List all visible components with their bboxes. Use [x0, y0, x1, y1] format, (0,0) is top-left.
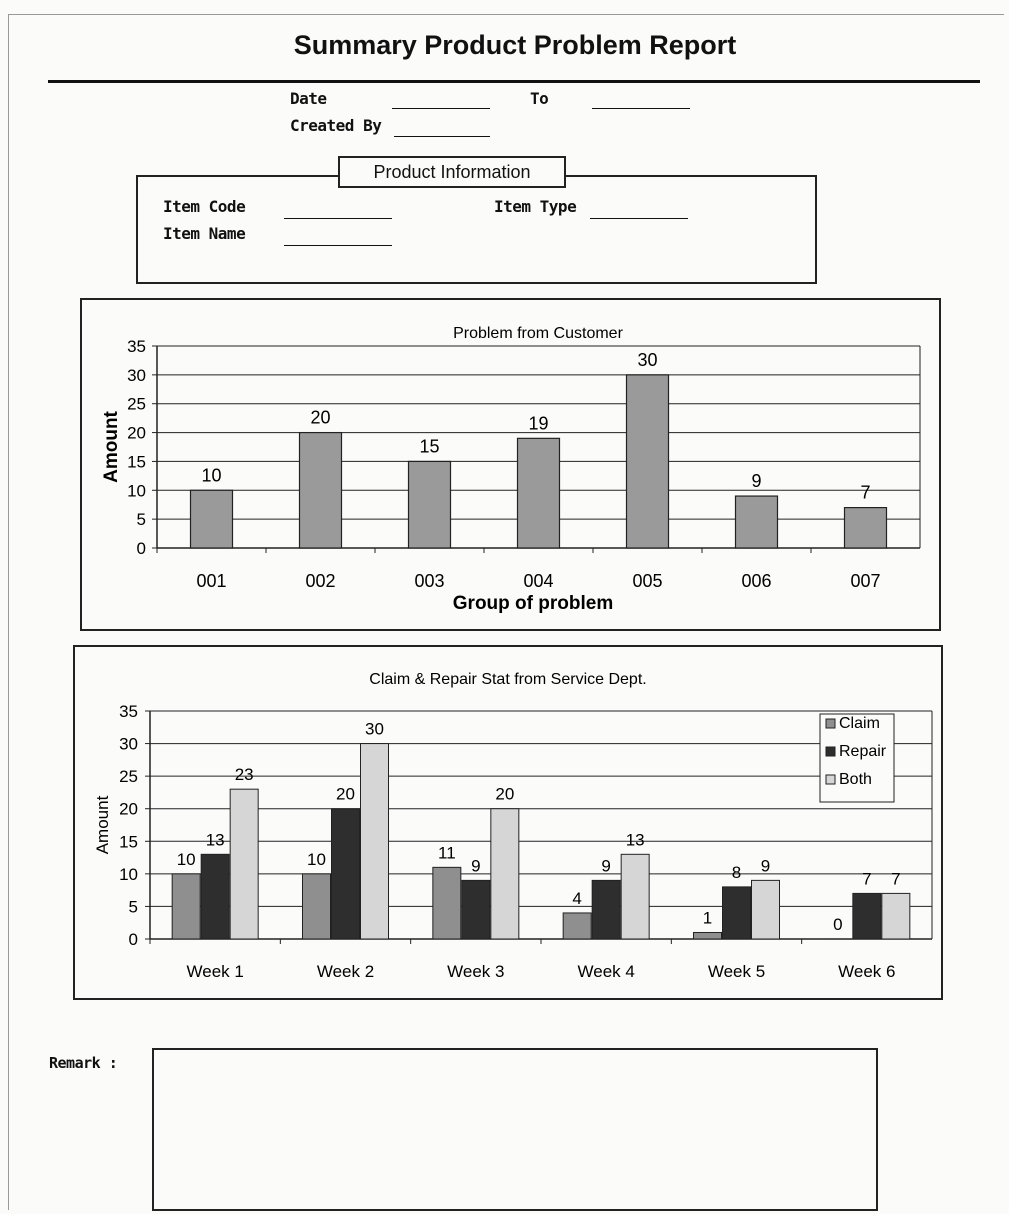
page-border-left — [8, 14, 9, 1210]
item-type-field[interactable] — [590, 218, 688, 219]
report-title: Summary Product Problem Report — [293, 30, 737, 60]
item-code-field[interactable] — [284, 218, 392, 219]
date-field[interactable] — [392, 108, 490, 109]
to-label: To — [530, 89, 549, 108]
title-divider — [48, 80, 980, 83]
remark-label: Remark : — [49, 1054, 118, 1072]
to-date-field[interactable] — [592, 108, 690, 109]
item-name-label: Item Name — [163, 224, 246, 243]
date-label: Date — [290, 89, 327, 108]
claim-repair-chart-panel — [73, 645, 943, 1000]
item-code-label: Item Code — [163, 197, 246, 216]
product-info-heading: Product Information — [338, 156, 566, 188]
item-name-field[interactable] — [284, 245, 392, 246]
customer-problem-chart-panel — [80, 298, 941, 631]
created-by-field[interactable] — [394, 136, 490, 137]
item-type-label: Item Type — [494, 197, 577, 216]
remark-box[interactable] — [152, 1048, 878, 1211]
page-border-top — [8, 14, 1004, 15]
created-by-label: Created By — [290, 116, 382, 135]
